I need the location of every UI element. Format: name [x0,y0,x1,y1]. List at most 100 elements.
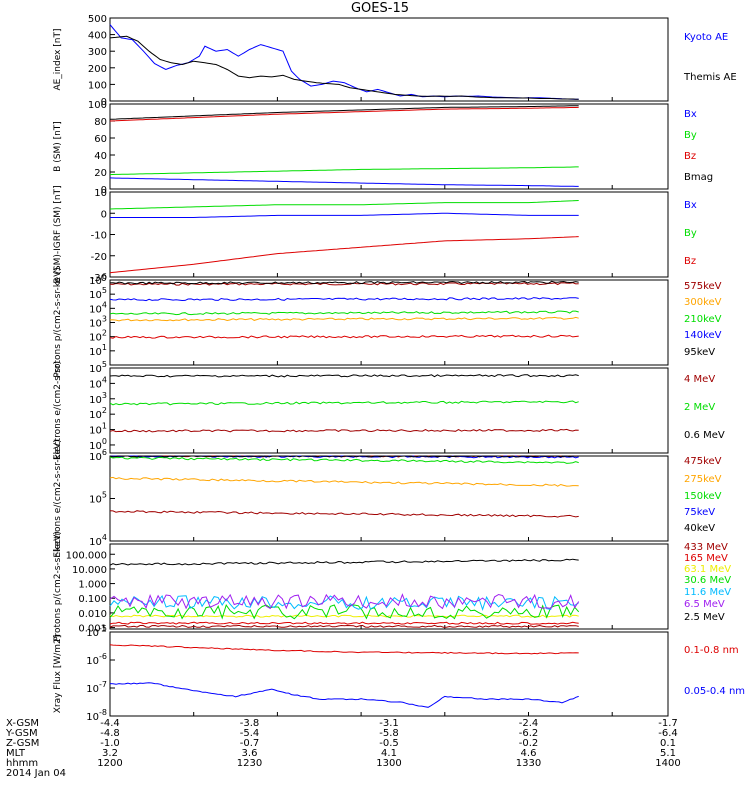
series-line-unlabeled [109,334,579,339]
legend-entry: 2.5 MeV [684,612,725,623]
series-line-300kev [109,316,579,322]
x-axis-value: -0.2 [519,738,539,749]
y-axis-label: Electrons e/(cm2-s-sr) [53,361,63,460]
y-tick-label: 10.000 [72,565,107,576]
series-line-575kev [109,282,579,286]
y-axis-label: Electrons e/(cm2-s-sr-keV) [53,439,63,557]
y-tick-label: 102 [89,329,107,344]
series-line-433-mev [109,624,579,628]
y-tick-label: 105 [89,491,107,506]
series-line-unlabeled [109,510,579,518]
y-tick-label: 103 [89,315,107,330]
y-tick-label: 10 [94,188,107,199]
y-tick-label: 60 [94,134,107,145]
legend-entry: 0.05-0.4 nm [684,686,745,697]
x-axis-value: -1.7 [658,718,678,729]
legend-entry: 150keV [684,491,722,502]
y-tick-label: 100.000 [66,550,107,561]
y-tick-label: 500 [88,14,107,25]
series-line-by [109,166,579,176]
series-line-0-6-mev [109,374,579,378]
x-axis-value: -5.8 [379,728,399,739]
x-axis-value: -6.4 [658,728,678,739]
x-axis-value: -6.2 [519,728,539,739]
x-axis-value: 1330 [516,758,541,769]
x-axis-value: 3.2 [102,748,118,759]
series-line-bz [109,236,579,274]
y-tick-label: 0.010 [78,609,107,620]
y-tick-label: 10-6 [86,652,107,667]
y-tick-label: 105 [89,360,107,375]
series-line-bz [109,106,579,122]
x-axis-value: 1200 [97,758,122,769]
y-tick-label: 40 [94,151,107,162]
y-tick-label: 0 [101,209,107,220]
x-axis-row-label: Z-GSM [6,738,39,749]
legend-entry: 40keV [684,523,715,534]
x-axis-value: 1300 [376,758,401,769]
y-tick-label: -10 [91,231,107,242]
legend-entry: Bx [684,109,697,120]
legend-entry: 95keV [684,347,715,358]
legend-entry: 165 MeV [684,553,728,564]
x-axis-value: -4.4 [100,718,120,729]
y-tick-label: 101 [89,422,107,437]
panel-frame [109,103,669,190]
series-line-bmag [109,105,579,120]
series-line-95kev [109,280,579,285]
series-line-40kev [109,455,579,458]
x-axis-value: -0.7 [240,738,260,749]
x-axis-value: 1400 [655,758,680,769]
y-axis-label: Protons p/(cm2-s-sr-keV) [53,267,63,378]
y-tick-label: 20 [94,168,107,179]
x-axis-value: -1.0 [100,738,120,749]
panel-frame [109,279,669,366]
series-line-by [109,200,579,210]
x-axis-value: -4.8 [100,728,120,739]
legend-entry: 4 MeV [684,374,715,385]
legend-entry: 275keV [684,474,722,485]
legend-entry: 30.6 MeV [684,575,731,586]
y-tick-label: -30 [91,273,107,284]
x-axis-value: -5.4 [240,728,260,739]
series-line-0-05-0-4-nm [109,682,579,708]
date-label: 2014 Jan 04 [6,768,66,779]
legend-entry: 575keV [684,281,722,292]
series-line-165-mev [109,621,579,625]
x-axis-value: 4.6 [521,748,537,759]
series-line-2-5-mev [109,558,579,566]
y-tick-label: 80 [94,117,107,128]
panel-7: 0.001 0.010 0.100 1.000 10.000 100.000Protons… [53,531,731,642]
x-axis-value: 3.6 [242,748,258,759]
x-axis-value: -0.5 [379,738,399,749]
y-tick-label: 10-7 [86,680,107,695]
legend-entry: 300keV [684,297,722,308]
legend-entry: Bmag [684,172,713,183]
legend-entry: By [684,130,697,141]
panel-frame [109,631,669,717]
y-tick-label: 104 [89,300,107,315]
x-axis-value: 4.1 [381,748,397,759]
y-tick-label: 101 [89,343,107,358]
y-axis-label: Xray Flux [W/m2] [53,635,63,714]
y-tick-label: 0.001 [78,624,107,635]
legend-entry: 210keV [684,314,722,325]
legend-entry: Themis AE [683,72,737,83]
series-line-themis-ae [109,35,579,100]
y-tick-label: 400 [88,31,107,42]
chart-title: GOES-15 [351,1,409,16]
panel-frame [109,367,669,454]
legend-entry: 0.1-0.8 nm [684,645,739,656]
legend-entry: 475keV [684,456,722,467]
series-line-63-1-mev [109,614,579,618]
legend-entry: Kyoto AE [684,32,728,43]
legend-entry: By [684,228,697,239]
legend-entry: Bz [684,256,696,267]
y-tick-label: 104 [89,533,107,548]
y-tick-label: 103 [89,391,107,406]
